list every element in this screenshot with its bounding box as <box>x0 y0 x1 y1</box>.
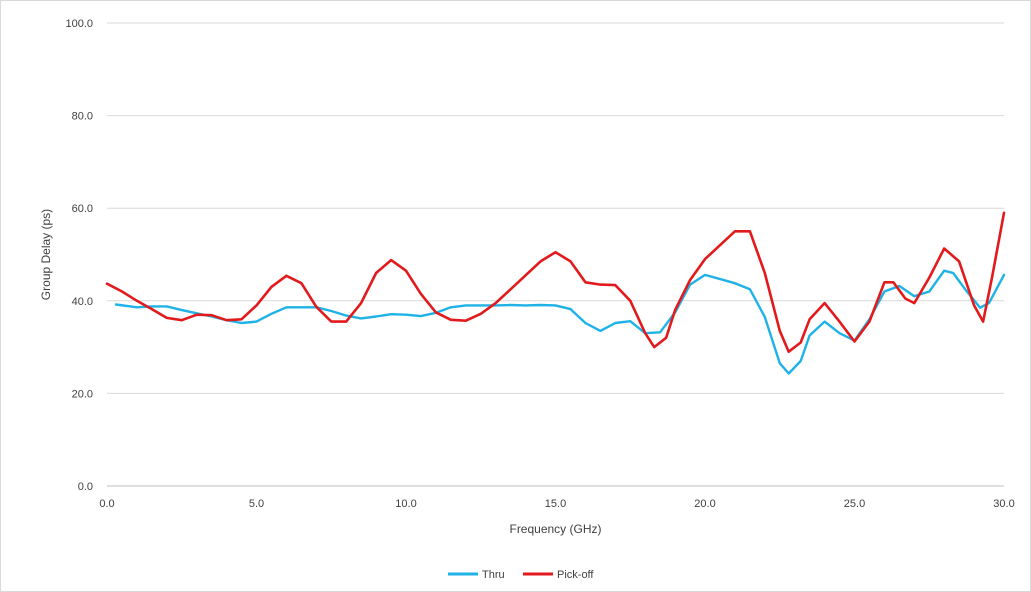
y-tick-label: 80.0 <box>72 111 93 123</box>
y-axis-title: Group Delay (ps) <box>39 209 53 300</box>
y-tick-label: 40.0 <box>72 296 93 308</box>
legend-label: Pick-off <box>557 569 594 581</box>
y-tick-label: 100.0 <box>65 18 93 30</box>
series-line-thru <box>114 269 1006 375</box>
x-tick-label: 0.0 <box>99 498 114 510</box>
y-tick-label: 20.0 <box>72 388 93 400</box>
plot-series <box>105 211 1006 375</box>
x-tick-label: 5.0 <box>249 498 264 510</box>
y-tick-label: 60.0 <box>72 203 93 215</box>
gridlines <box>107 22 1004 487</box>
x-tick-label: 15.0 <box>545 498 566 510</box>
x-tick-label: 25.0 <box>844 498 865 510</box>
x-tick-label: 30.0 <box>993 498 1014 510</box>
x-tick-label: 10.0 <box>395 498 416 510</box>
x-tick-label: 20.0 <box>694 498 715 510</box>
x-axis-title: Frequency (GHz) <box>509 522 601 536</box>
series-line-pick-off <box>105 211 1006 353</box>
y-tick-label: 0.0 <box>78 481 93 493</box>
y-axis-tick-labels: 0.0 20.0 40.0 60.0 80.0 100.0 <box>65 18 93 493</box>
x-axis-tick-labels: 0.0 5.0 10.0 15.0 20.0 25.0 30.0 <box>99 498 1014 510</box>
legend-label: Thru <box>482 569 505 581</box>
legend: Thru Pick-off <box>448 569 594 581</box>
